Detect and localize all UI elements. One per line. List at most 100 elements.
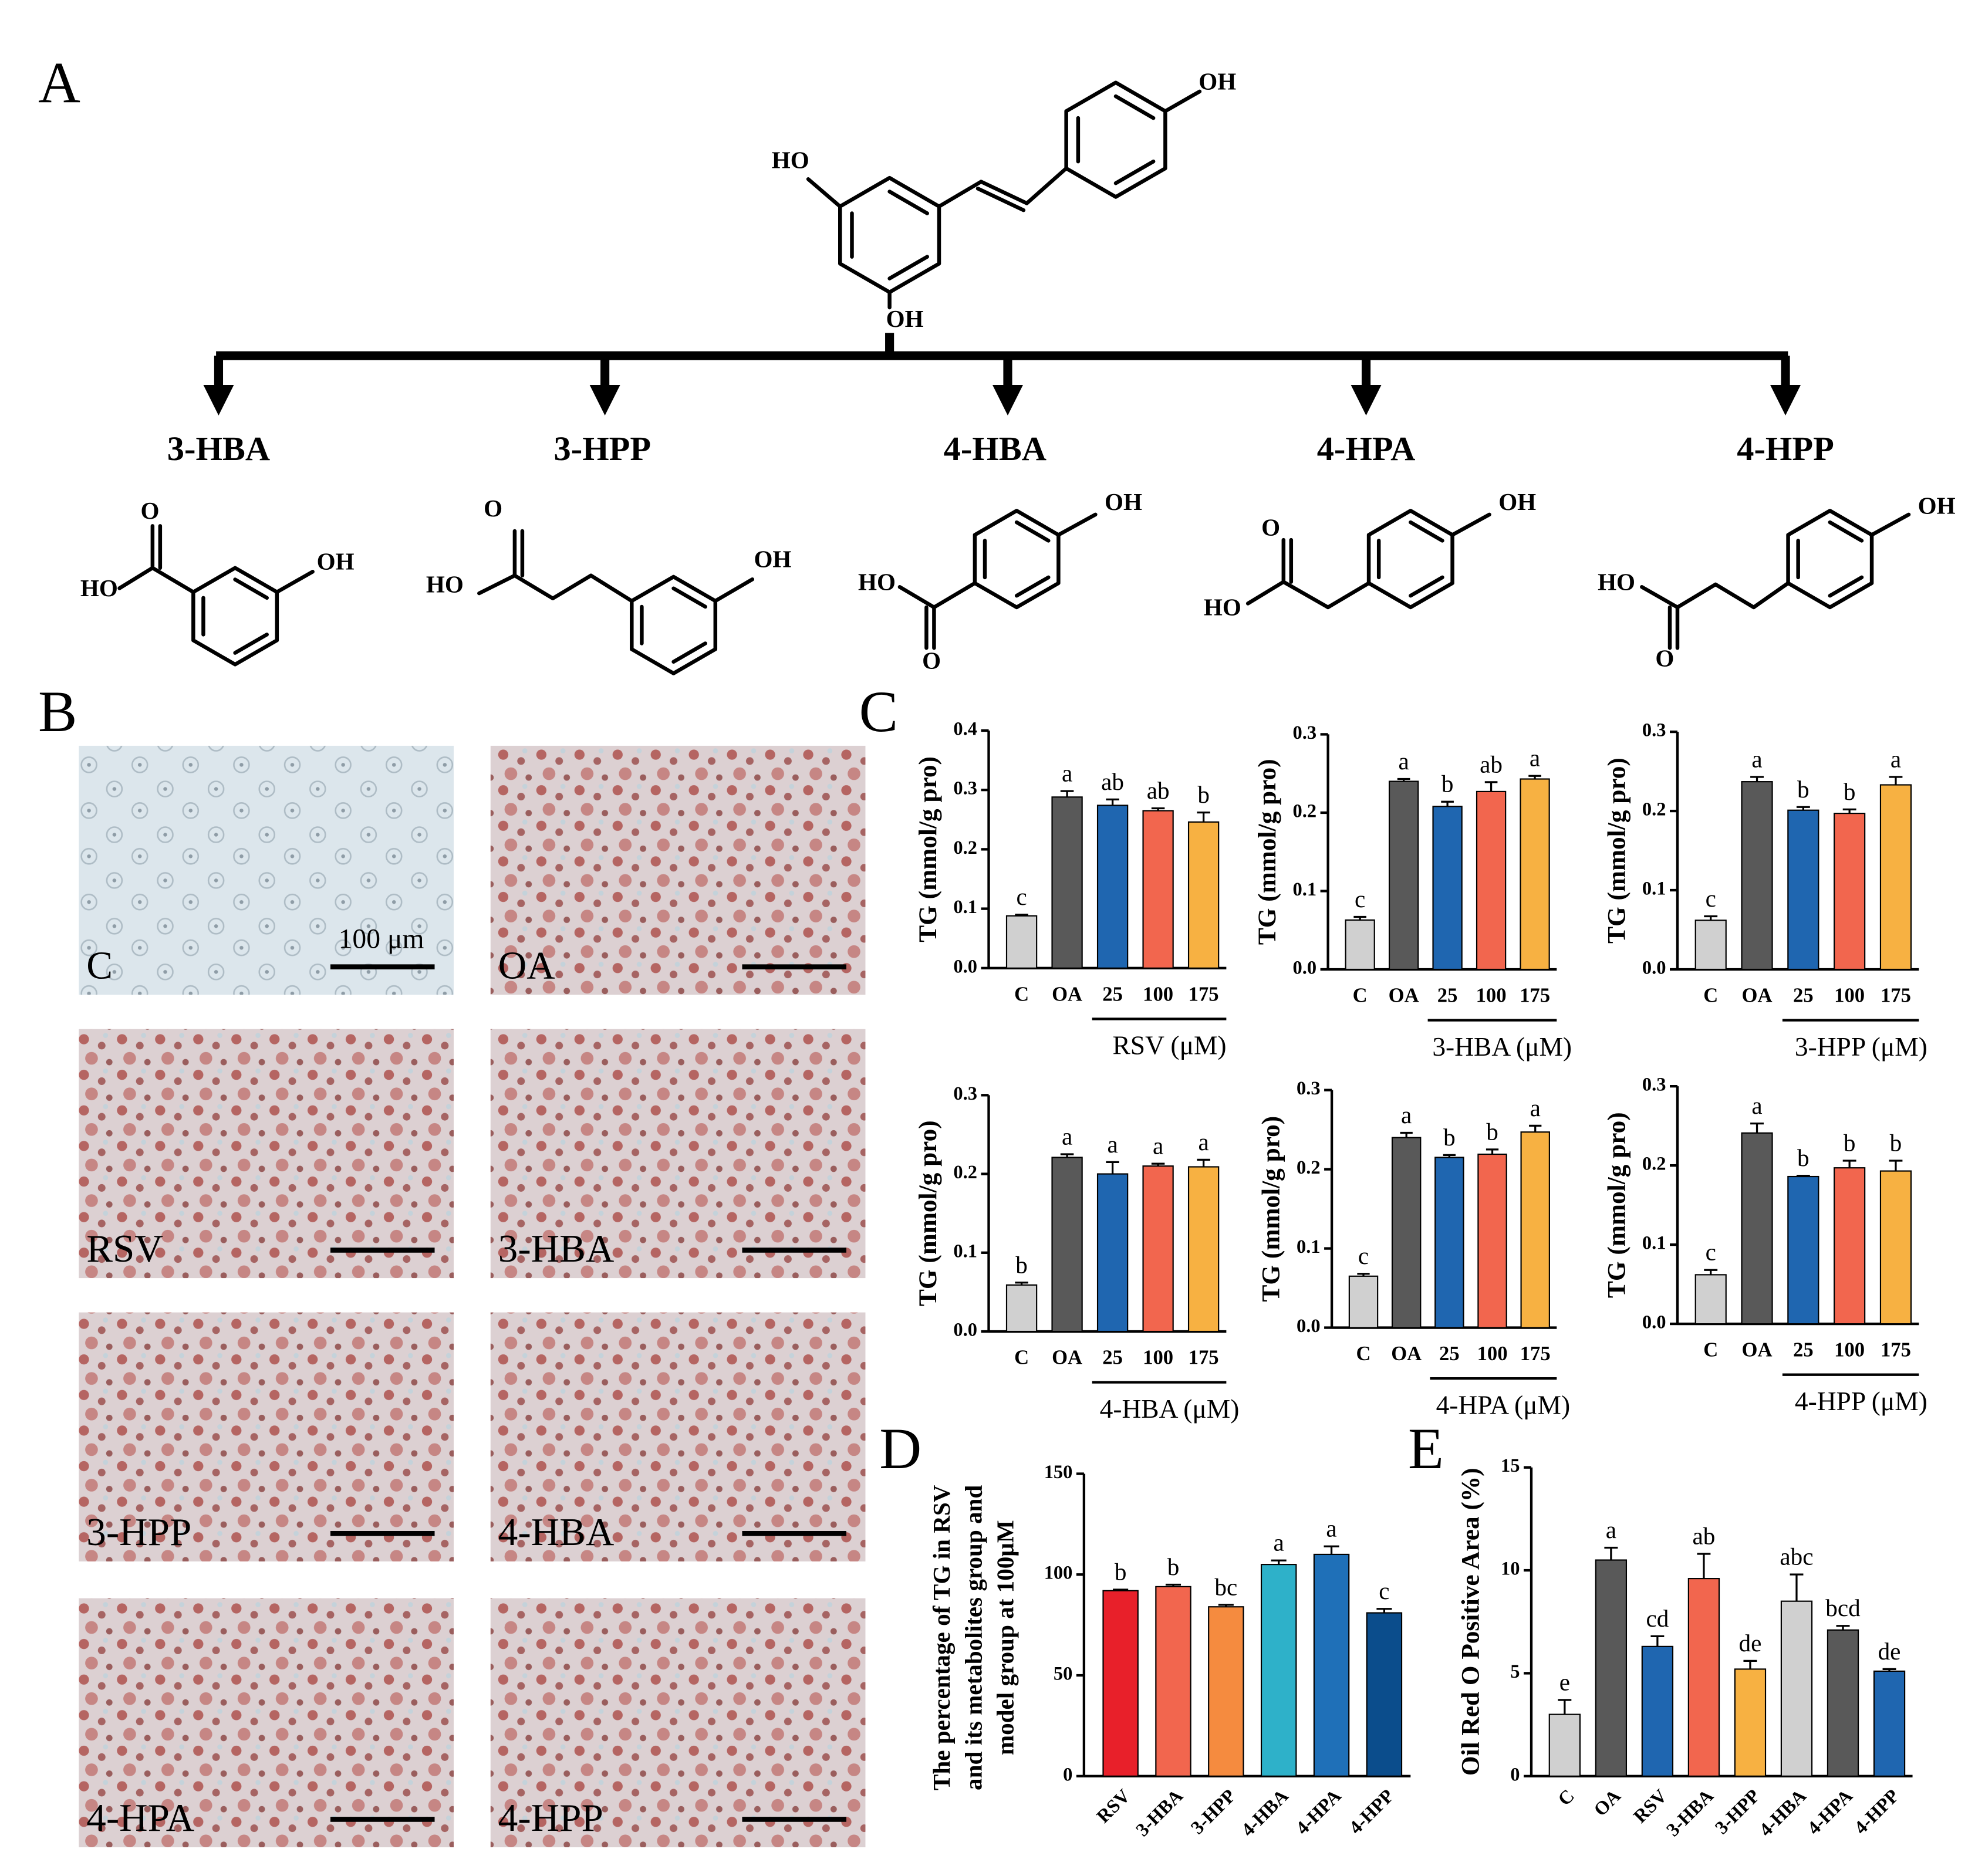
significance-label: abc: [1780, 1543, 1813, 1570]
significance-label: b: [1890, 1129, 1902, 1156]
ring: [1064, 80, 1167, 199]
error-bar: [1060, 1153, 1074, 1158]
bar: [1595, 1559, 1628, 1777]
significance-label: a: [1401, 1101, 1412, 1128]
atom-label: HO: [426, 571, 464, 598]
bar: [1780, 1600, 1813, 1777]
micrograph: [79, 745, 454, 995]
x-tick-label: 25: [1102, 983, 1123, 1005]
bar: [1879, 1170, 1912, 1325]
y-axis-label: TG (mmol/g pro): [1602, 758, 1630, 944]
atom-label: OH: [1498, 488, 1536, 515]
y-tick-label: 0.2: [1297, 1157, 1321, 1178]
error-bar: [1151, 1162, 1165, 1167]
y-tick-label: 0.3: [1293, 722, 1317, 743]
y-tick-label: 0.2: [1642, 1154, 1666, 1175]
significance-label: a: [1530, 1094, 1541, 1121]
compound-name: 3-HBA: [167, 430, 270, 468]
significance-label: b: [1797, 776, 1810, 803]
significance-label: a: [1153, 1133, 1163, 1160]
x-tick-label: 100: [1834, 985, 1865, 1007]
bond: [1675, 582, 1718, 610]
bond: [1281, 580, 1330, 610]
x-axis-label: 4-HPP (μM): [1795, 1386, 1927, 1416]
x-axis-label: 4-HBA (μM): [1100, 1394, 1240, 1424]
y-tick-label: 15: [1501, 1455, 1520, 1476]
atom-label: OH: [1918, 492, 1956, 519]
significance-label: a: [1751, 1092, 1762, 1119]
x-tick-label: 100: [1143, 1347, 1173, 1369]
x-tick-label: C: [1014, 1347, 1029, 1369]
y-tick-label: 100: [1044, 1563, 1073, 1584]
micrograph: [490, 1598, 866, 1848]
error-bar: [1106, 1161, 1119, 1174]
bar: [1873, 1670, 1906, 1777]
bar: [1787, 809, 1819, 971]
atom-label: HO: [1598, 568, 1635, 595]
error-bar: [1353, 915, 1366, 920]
bond: [897, 585, 936, 610]
error-bar: [1882, 1668, 1896, 1671]
bar: [1051, 796, 1083, 969]
bar: [1348, 1275, 1379, 1329]
bond: [806, 177, 842, 209]
x-tick-label: C: [1703, 985, 1718, 1007]
atom-label: HO: [772, 147, 809, 174]
bar: [1520, 1131, 1550, 1329]
bar: [1827, 1629, 1859, 1777]
y-axis-label: model group at 100μM: [991, 1520, 1018, 1755]
x-tick-label: OA: [1389, 985, 1419, 1007]
error-bar: [1796, 1175, 1810, 1177]
y-tick-label: 0.1: [953, 1240, 977, 1262]
y-tick-label: 0.0: [1297, 1316, 1321, 1337]
bond: [150, 566, 195, 594]
ring-bond: [1113, 94, 1156, 120]
x-tick-label: RSV: [1629, 1785, 1672, 1827]
x-axis-label: 4-HPA (μM): [1436, 1390, 1571, 1419]
bond: [1450, 512, 1491, 537]
ring: [1786, 509, 1874, 610]
bar: [1155, 1586, 1191, 1777]
micrograph: [79, 1029, 454, 1279]
bond: [117, 566, 155, 590]
x-tick-label: 175: [1881, 985, 1911, 1007]
micrograph: [79, 1312, 454, 1561]
ring-bond: [233, 633, 269, 655]
ring: [973, 509, 1061, 610]
bond: [275, 570, 315, 594]
micrograph-label: C: [86, 943, 113, 987]
significance-label: c: [1379, 1577, 1389, 1604]
significance-label: a: [1062, 1123, 1072, 1150]
ring: [838, 175, 941, 295]
atom-label: OH: [886, 305, 924, 332]
error-bar: [1529, 1124, 1542, 1133]
significance-label: b: [1197, 781, 1210, 808]
y-tick-label: 10: [1501, 1559, 1520, 1580]
ring-bond: [1409, 520, 1444, 543]
significance-label: de: [1878, 1638, 1901, 1665]
bond: [979, 180, 1029, 205]
significance-label: c: [1355, 885, 1365, 912]
error-bar: [1704, 915, 1718, 921]
bond: [1751, 581, 1790, 610]
significance-label: b: [1115, 1559, 1127, 1586]
panel-label: E: [1408, 1416, 1444, 1481]
significance-label: de: [1739, 1630, 1762, 1657]
bar: [1694, 920, 1727, 971]
bar: [1345, 919, 1375, 971]
bar: [1641, 1645, 1674, 1777]
y-tick-label: 0.0: [953, 1319, 977, 1340]
error-bar: [1650, 1635, 1665, 1647]
significance-label: b: [1844, 1129, 1856, 1156]
bar: [1694, 1274, 1727, 1325]
bond: [477, 573, 517, 596]
micrograph-label: 3-HBA: [498, 1226, 615, 1270]
bar: [1388, 780, 1419, 971]
x-axis-label: 3-HPP (μM): [1795, 1032, 1927, 1062]
y-tick-label: 0.4: [953, 718, 977, 739]
x-tick-label: 25: [1439, 1343, 1460, 1365]
arrow-head: [992, 385, 1023, 415]
x-tick-label: OA: [1052, 983, 1082, 1005]
atom-label: OH: [754, 545, 791, 572]
